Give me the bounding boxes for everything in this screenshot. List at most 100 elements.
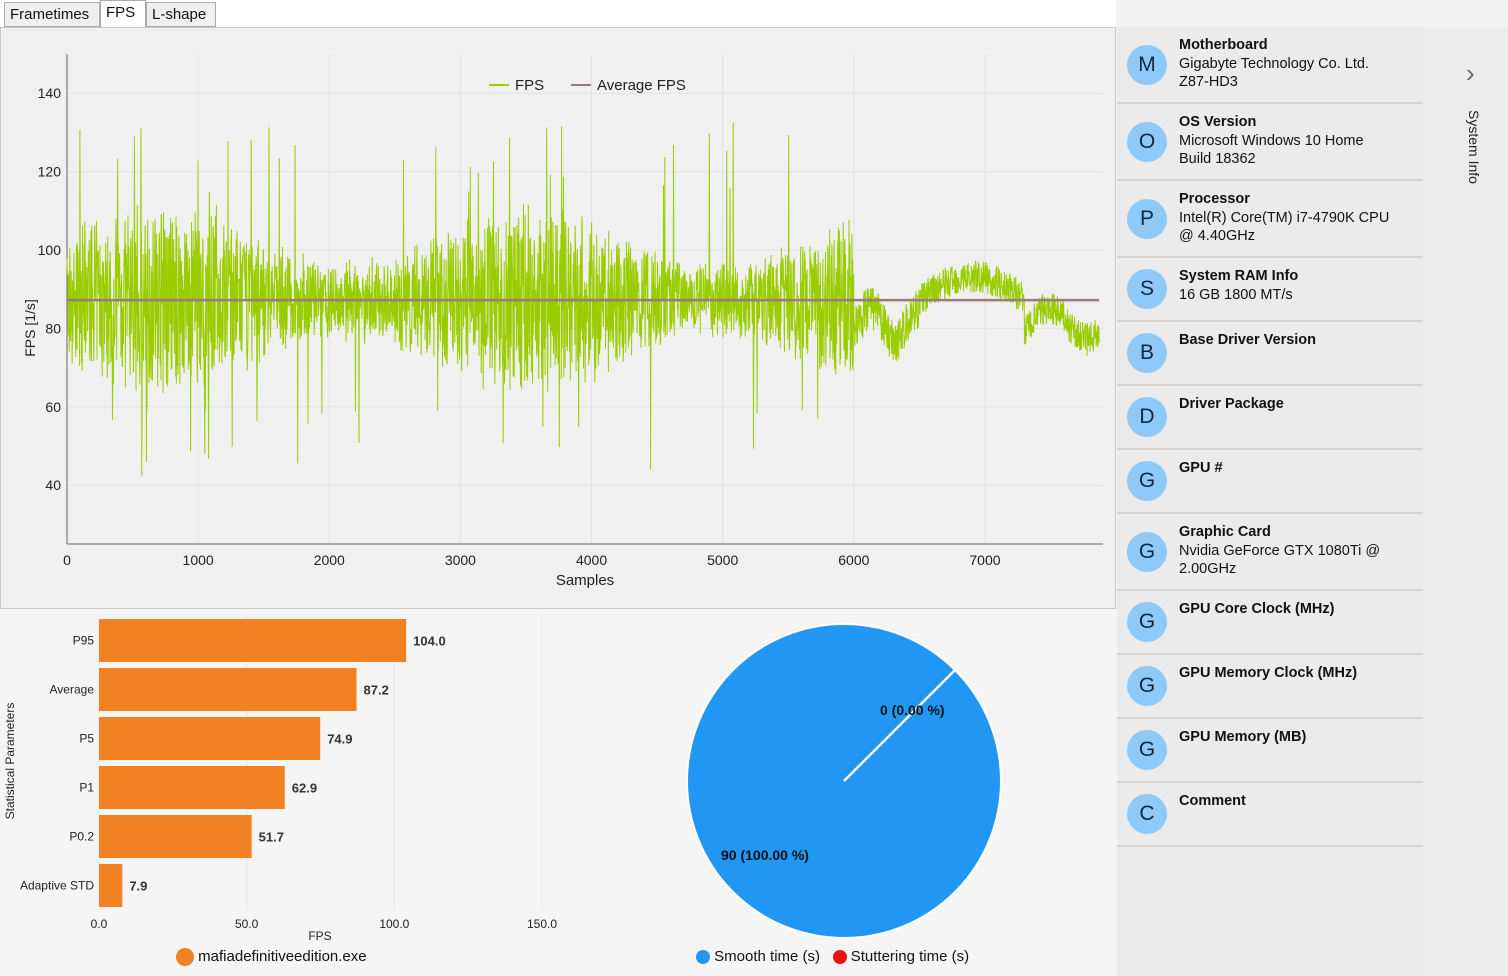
- bar-chart-svg: Statistical Parameters FPS 0.0 50.0 100.0 1…: [3, 615, 557, 943]
- avatar: G: [1127, 531, 1167, 572]
- sysinfo-title: OS Version: [1179, 114, 1257, 130]
- pie-chart-svg: 0 (0.00 %) 90 (100.00 %): [686, 623, 1002, 939]
- sysinfo-item-graphic-card[interactable]: G Graphic Card Nvidia GeForce GTX 1080Ti @…: [1117, 514, 1423, 591]
- bar-x-tick: 150.0: [527, 917, 557, 931]
- x-axis-label: Samples: [556, 572, 614, 589]
- sysinfo-item-system-ram-info[interactable]: S System RAM Info 16 GB 1800 MT/s: [1117, 258, 1423, 322]
- sysinfo-title: GPU Core Clock (MHz): [1179, 601, 1335, 617]
- bar-category-label: P5: [79, 732, 94, 746]
- sysinfo-value: Microsoft Windows 10 Home: [1179, 133, 1364, 149]
- avatar: M: [1127, 44, 1167, 85]
- sysinfo-title: System RAM Info: [1179, 268, 1299, 284]
- bar-category-label: Average: [50, 683, 95, 697]
- sysinfo-title: Base Driver Version: [1179, 332, 1317, 348]
- sysinfo-item-comment[interactable]: C Comment: [1117, 783, 1423, 847]
- bar-value-label: 87.2: [364, 683, 389, 698]
- statistics-area: Statistical Parameters FPS 0.0 50.0 100.0 1…: [0, 609, 1116, 976]
- system-info-list[interactable]: M Motherboard Gigabyte Technology Co. Ltd.…: [1117, 27, 1423, 976]
- x-tick-label: 4000: [576, 552, 607, 568]
- sysinfo-value: 2.00GHz: [1179, 561, 1237, 577]
- sysinfo-item-motherboard[interactable]: M Motherboard Gigabyte Technology Co. Ltd.…: [1117, 27, 1423, 104]
- legend-blue-dot: [696, 950, 710, 965]
- bar-adaptive-std: [99, 864, 123, 907]
- system-info-strip: [1423, 27, 1508, 976]
- y-tick-label: 100: [38, 242, 62, 258]
- chevron-right-icon[interactable]: ›: [1466, 58, 1475, 88]
- fps-chart: FPS [1/s] Samples 0 1000 2000 3000 4000 5000 6…: [0, 27, 1116, 609]
- bar-category-label: P95: [73, 634, 95, 648]
- sysinfo-title: GPU #: [1179, 460, 1223, 476]
- fps-legend: FPS Average FPS: [489, 77, 686, 94]
- sysinfo-title: GPU Memory Clock (MHz): [1179, 665, 1358, 681]
- pie-label-stutter: 0 (0.00 %): [880, 702, 945, 718]
- y-axis-label: FPS [1/s]: [22, 299, 38, 357]
- avatar: G: [1127, 602, 1167, 642]
- bar-average: [99, 668, 357, 711]
- avatar: P: [1127, 198, 1167, 239]
- legend-orange-dot: [176, 948, 194, 967]
- tab-l-shape[interactable]: L-shape: [146, 2, 216, 27]
- sysinfo-title: Graphic Card: [1179, 524, 1271, 540]
- bar-x-tick: 0.0: [91, 917, 108, 931]
- sysinfo-item-base-driver-version[interactable]: B Base Driver Version: [1117, 322, 1423, 386]
- sysinfo-item-os-version[interactable]: O OS Version Microsoft Windows 10 Home Buil…: [1117, 104, 1423, 181]
- bar-p5: [99, 717, 321, 760]
- tab-fps[interactable]: FPS: [100, 0, 146, 28]
- bar-legend: mafiadefinitiveedition.exe: [176, 948, 367, 967]
- avatar: B: [1127, 333, 1167, 373]
- x-tick-label: 3000: [445, 552, 476, 568]
- y-tick-label: 120: [38, 164, 62, 180]
- bar-value-label: 74.9: [327, 732, 352, 747]
- bar-y-axis-label: Statistical Parameters: [3, 703, 17, 820]
- sysinfo-title: Comment: [1179, 793, 1246, 809]
- tab-frametimes[interactable]: Frametimes: [4, 2, 100, 27]
- tab-bar: Frametimes FPS L-shape: [0, 0, 1116, 28]
- x-tick-label: 7000: [969, 552, 1000, 568]
- sysinfo-item-driver-package[interactable]: D Driver Package: [1117, 386, 1423, 450]
- sysinfo-item-gpu-memory-clock-mhz[interactable]: G GPU Memory Clock (MHz): [1117, 655, 1423, 719]
- legend-fps-label: FPS: [515, 77, 544, 94]
- legend-red-dot: [832, 950, 847, 965]
- bar-value-label: 62.9: [292, 781, 317, 796]
- sysinfo-value: Nvidia GeForce GTX 1080Ti @: [1179, 543, 1381, 559]
- legend-avg-label: Average FPS: [597, 77, 686, 94]
- avatar: O: [1127, 121, 1167, 162]
- bar-category-label: Adaptive STD: [20, 879, 94, 893]
- sysinfo-item-gpu-memory-mb[interactable]: G GPU Memory (MB): [1117, 719, 1423, 783]
- sysinfo-value: Gigabyte Technology Co. Ltd.: [1179, 56, 1369, 72]
- y-tick-label: 60: [45, 399, 61, 415]
- x-tick-label: 2000: [314, 552, 345, 568]
- pie-slice-stutter[interactable]: [843, 669, 956, 782]
- legend-smooth-label: Smooth time (s): [714, 948, 821, 965]
- sysinfo-item-processor[interactable]: P Processor Intel(R) Core(TM) i7-4790K CPU…: [1117, 181, 1423, 258]
- bar-x-tick: 100.0: [379, 917, 409, 931]
- sysinfo-value: Z87-HD3: [1179, 74, 1238, 90]
- sysinfo-title: Processor: [1179, 191, 1250, 207]
- sysinfo-title: GPU Memory (MB): [1179, 729, 1307, 745]
- x-tick-label: 1000: [183, 552, 214, 568]
- sysinfo-value: Intel(R) Core(TM) i7-4790K CPU: [1179, 210, 1390, 226]
- sysinfo-title: Driver Package: [1179, 396, 1284, 412]
- sysinfo-title: Motherboard: [1179, 37, 1268, 53]
- avatar: G: [1127, 666, 1167, 706]
- y-tick-label: 140: [38, 85, 62, 101]
- sysinfo-item-gpu-core-clock-mhz[interactable]: G GPU Core Clock (MHz): [1117, 591, 1423, 655]
- avatar: G: [1127, 730, 1167, 770]
- sysinfo-value: Build 18362: [1179, 151, 1256, 167]
- fps-series-line: [66, 122, 1100, 476]
- bar-value-label: 51.7: [259, 830, 284, 845]
- pie-label-smooth: 90 (100.00 %): [721, 847, 809, 863]
- avatar: G: [1127, 461, 1167, 501]
- bar-value-label: 104.0: [413, 634, 446, 649]
- bar-legend-label: mafiadefinitiveedition.exe: [198, 948, 367, 965]
- y-tick-label: 40: [45, 477, 61, 493]
- pie-legend: Smooth time (s) Stuttering time (s): [696, 948, 969, 965]
- sysinfo-item-gpu[interactable]: G GPU #: [1117, 450, 1423, 514]
- x-tick-label: 0: [63, 552, 71, 568]
- system-info-panel-title[interactable]: System Info: [1466, 110, 1482, 184]
- bar-p0-2: [99, 815, 252, 858]
- x-tick-label: 6000: [838, 552, 869, 568]
- sysinfo-value: @ 4.40GHz: [1179, 228, 1255, 244]
- sysinfo-value: 16 GB 1800 MT/s: [1179, 287, 1293, 303]
- x-tick-label: 5000: [707, 552, 738, 568]
